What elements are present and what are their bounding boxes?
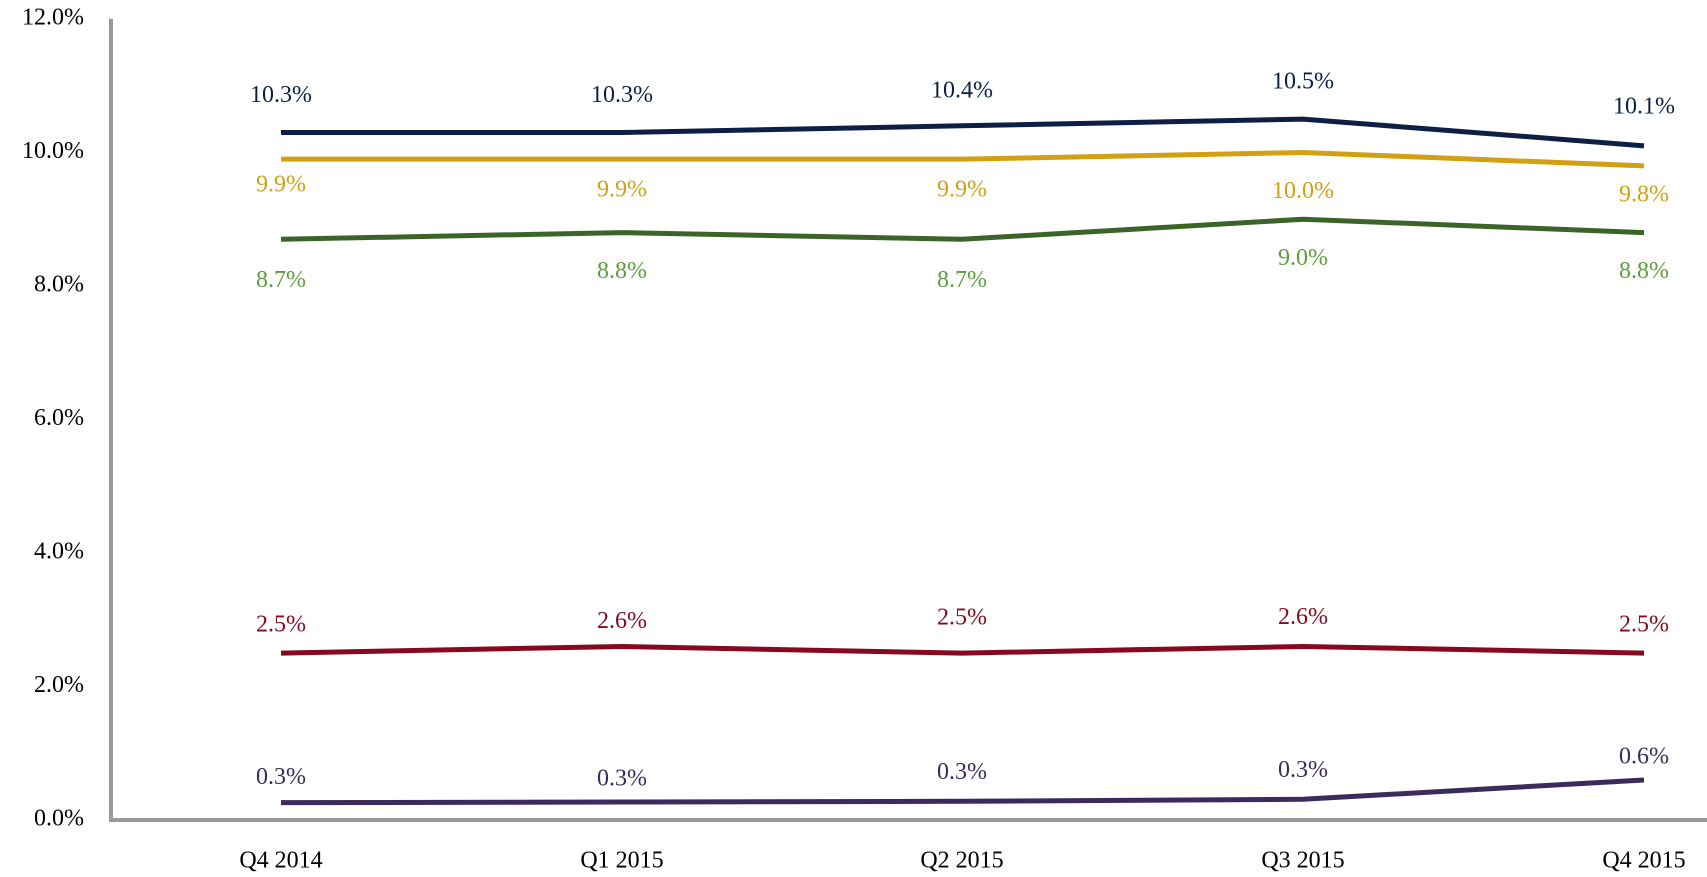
y-tick-label: 4.0% — [34, 539, 84, 565]
data-label: 9.9% — [256, 172, 306, 198]
x-tick-label: Q3 2015 — [1261, 848, 1344, 874]
data-label: 0.6% — [1619, 743, 1669, 769]
series-line — [280, 777, 1645, 806]
data-label: 0.3% — [937, 759, 987, 785]
data-label: 0.3% — [256, 764, 306, 790]
x-tick-label: Q4 2015 — [1602, 848, 1685, 874]
x-tick-label: Q1 2015 — [580, 848, 663, 874]
data-label: 0.3% — [597, 765, 647, 791]
data-label: 10.4% — [931, 77, 993, 103]
data-label: 9.8% — [1619, 181, 1669, 207]
data-label: 0.3% — [1278, 757, 1328, 783]
data-label: 2.5% — [937, 605, 987, 631]
y-tick-label: 2.0% — [34, 672, 84, 698]
y-tick-label: 6.0% — [34, 405, 84, 431]
data-label: 10.5% — [1272, 69, 1334, 95]
y-tick-label: 12.0% — [22, 5, 84, 31]
data-label: 10.0% — [1272, 178, 1334, 204]
data-label: 2.6% — [1278, 604, 1328, 630]
series-line — [280, 643, 1645, 656]
data-label: 10.3% — [591, 82, 653, 108]
data-label: 9.9% — [937, 177, 987, 203]
series-line — [281, 116, 1645, 149]
series-line — [281, 150, 1645, 169]
data-label: 2.6% — [597, 608, 647, 634]
series-line — [280, 216, 1645, 242]
data-label: 2.5% — [1619, 612, 1669, 638]
data-label: 10.3% — [250, 82, 312, 108]
data-label: 10.1% — [1613, 93, 1675, 119]
data-label: 8.8% — [597, 258, 647, 284]
data-label: 8.7% — [256, 267, 306, 293]
data-label: 8.7% — [937, 267, 987, 293]
data-label: 8.8% — [1619, 258, 1669, 284]
data-label: 2.5% — [256, 612, 306, 638]
y-tick-label: 10.0% — [22, 138, 84, 164]
y-tick-label: 0.0% — [34, 806, 84, 832]
data-label: 9.9% — [597, 177, 647, 203]
x-tick-label: Q4 2014 — [239, 848, 322, 874]
data-label: 9.0% — [1278, 245, 1328, 271]
x-tick-label: Q2 2015 — [920, 848, 1003, 874]
y-tick-label: 8.0% — [34, 272, 84, 298]
